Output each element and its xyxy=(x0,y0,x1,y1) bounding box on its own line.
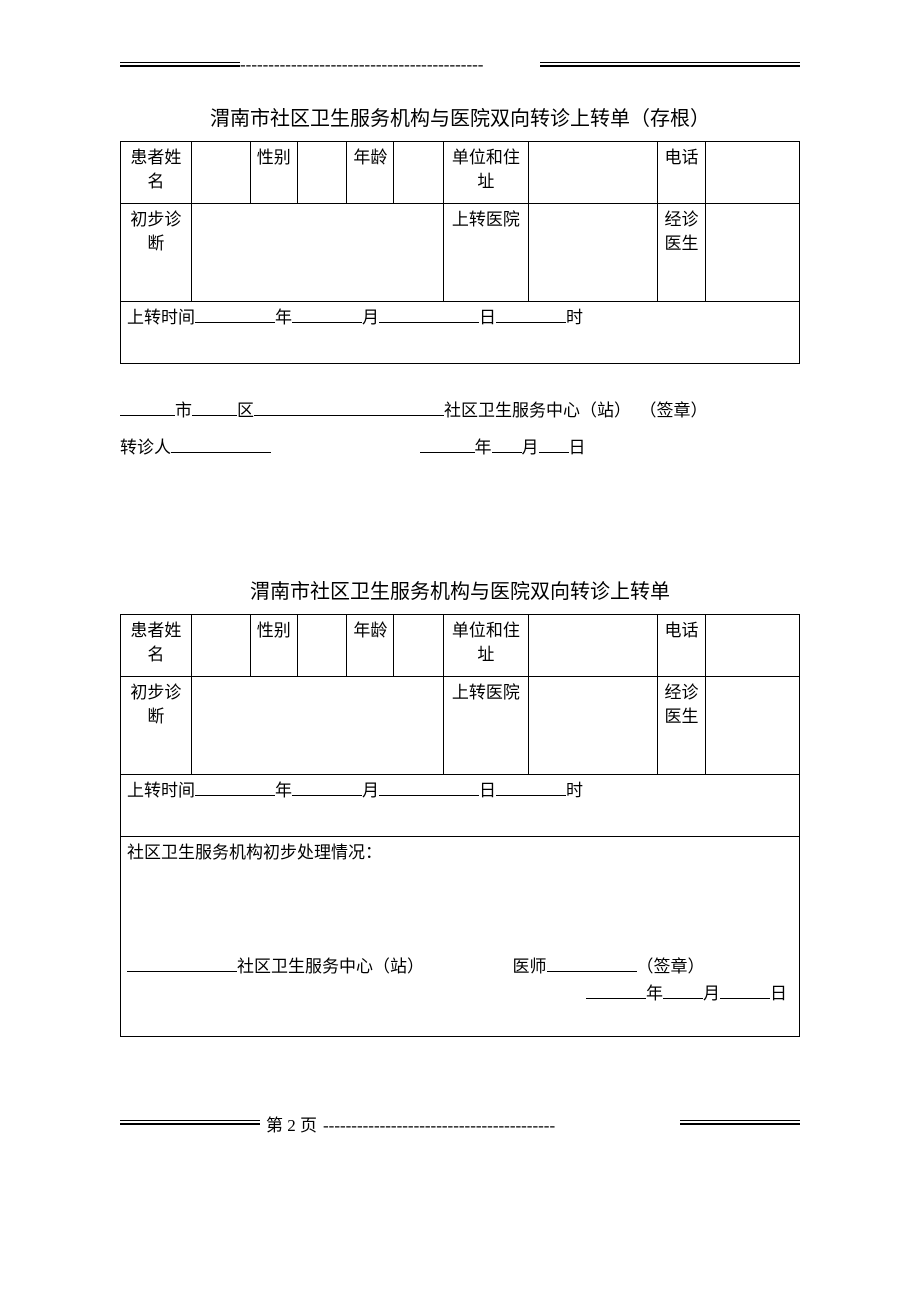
row-up-time-2: 上转时间年月日时 xyxy=(121,774,800,836)
field-sig-day[interactable] xyxy=(539,436,569,453)
page-number: 第 2 页 xyxy=(260,1111,323,1136)
form1-signature-block: 市区社区卫生服务中心（站） （签章） 转诊人 年月日 xyxy=(120,392,800,467)
field-year[interactable] xyxy=(195,306,275,323)
form1-title: 渭南市社区卫生服务机构与医院双向转诊上转单（存根） xyxy=(120,102,800,131)
field-sig-month-2[interactable] xyxy=(663,982,703,999)
field-gender[interactable] xyxy=(297,142,347,204)
field-center-name-2[interactable] xyxy=(127,955,237,972)
field-unit-addr[interactable] xyxy=(528,142,658,204)
label-prelim-dx-2: 初步诊断 xyxy=(121,676,192,774)
label-patient-name-2: 患者姓名 xyxy=(121,614,192,676)
footer-dashes: ----------------------------------------… xyxy=(323,1116,555,1135)
field-sig-day-2[interactable] xyxy=(720,982,770,999)
header-rule xyxy=(120,60,800,72)
field-day-2[interactable] xyxy=(379,779,479,796)
footer-rule: 第 2 页-----------------------------------… xyxy=(120,1107,800,1127)
field-prelim-dx[interactable] xyxy=(191,204,443,302)
form2-table: 患者姓名 性别 年龄 单位和住址 电话 初步诊断 上转医院 经诊医生 上转时间年… xyxy=(120,614,800,1037)
row-up-time: 上转时间年月日时 xyxy=(121,302,800,364)
field-up-hospital[interactable] xyxy=(528,204,658,302)
field-age-2[interactable] xyxy=(394,614,444,676)
field-patient-name-2[interactable] xyxy=(191,614,250,676)
field-hour[interactable] xyxy=(496,306,566,323)
field-unit-addr-2[interactable] xyxy=(528,614,658,676)
label-processing: 社区卫生服务机构初步处理情况： xyxy=(127,841,793,865)
label-referrer: 转诊人 xyxy=(120,438,171,457)
form1-table: 患者姓名 性别 年龄 单位和住址 电话 初步诊断 上转医院 经诊医生 上转时间年… xyxy=(120,141,800,364)
label-up-time-2: 上转时间 xyxy=(127,781,195,800)
field-day[interactable] xyxy=(379,306,479,323)
field-district[interactable] xyxy=(192,399,237,416)
label-up-hospital-2: 上转医院 xyxy=(443,676,528,774)
label-phone: 电话 xyxy=(658,142,705,204)
row-processing: 社区卫生服务机构初步处理情况： 社区卫生服务中心（站） 医师（签章） 年月日 xyxy=(121,836,800,1036)
field-processing[interactable] xyxy=(127,865,793,955)
field-hour-2[interactable] xyxy=(496,779,566,796)
field-sig-year[interactable] xyxy=(420,436,475,453)
label-ref-doctor: 经诊医生 xyxy=(658,204,705,302)
label-age: 年龄 xyxy=(347,142,394,204)
field-sig-year-2[interactable] xyxy=(586,982,646,999)
field-age[interactable] xyxy=(394,142,444,204)
label-physician: 医师 xyxy=(513,957,547,976)
label-prelim-dx: 初步诊断 xyxy=(121,204,192,302)
label-patient-name: 患者姓名 xyxy=(121,142,192,204)
label-age-2: 年龄 xyxy=(347,614,394,676)
label-ref-doctor-2: 经诊医生 xyxy=(658,676,705,774)
label-unit-addr-2: 单位和住址 xyxy=(443,614,528,676)
field-referrer[interactable] xyxy=(171,436,271,453)
label-up-time: 上转时间 xyxy=(127,308,195,327)
field-patient-name[interactable] xyxy=(191,142,250,204)
field-ref-doctor[interactable] xyxy=(705,204,799,302)
label-phone-2: 电话 xyxy=(658,614,705,676)
form2-title: 渭南市社区卫生服务机构与医院双向转诊上转单 xyxy=(120,575,800,604)
field-physician[interactable] xyxy=(547,955,637,972)
label-gender-2: 性别 xyxy=(250,614,297,676)
field-sig-month[interactable] xyxy=(492,436,522,453)
field-month-2[interactable] xyxy=(292,779,362,796)
field-phone[interactable] xyxy=(705,142,799,204)
field-year-2[interactable] xyxy=(195,779,275,796)
field-prelim-dx-2[interactable] xyxy=(191,676,443,774)
label-unit-addr: 单位和住址 xyxy=(443,142,528,204)
label-up-hospital: 上转医院 xyxy=(443,204,528,302)
field-up-hospital-2[interactable] xyxy=(528,676,658,774)
field-ref-doctor-2[interactable] xyxy=(705,676,799,774)
field-center-name[interactable] xyxy=(254,399,444,416)
field-month[interactable] xyxy=(292,306,362,323)
label-gender: 性别 xyxy=(250,142,297,204)
field-gender-2[interactable] xyxy=(297,614,347,676)
field-phone-2[interactable] xyxy=(705,614,799,676)
field-city[interactable] xyxy=(120,399,175,416)
